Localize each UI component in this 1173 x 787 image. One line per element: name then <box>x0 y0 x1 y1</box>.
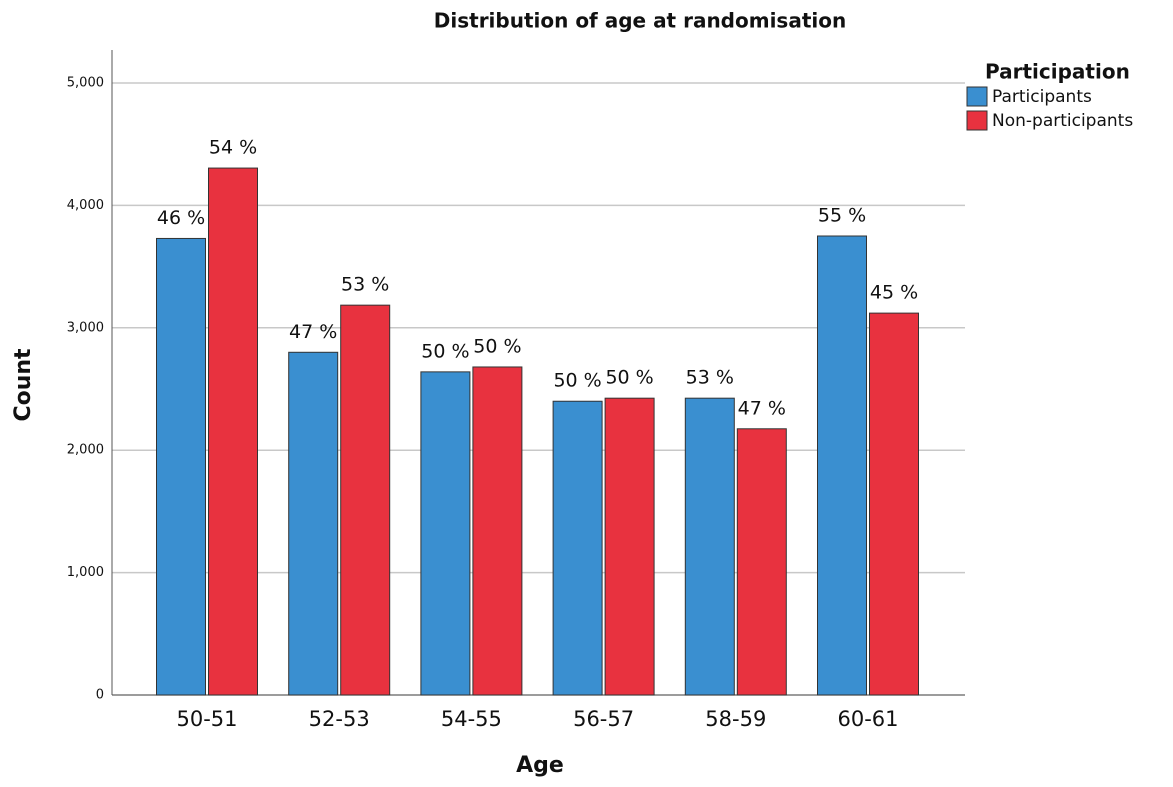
bar <box>420 371 471 696</box>
y-tick-label: 0 <box>96 688 104 703</box>
data-label: 50 % <box>421 340 469 362</box>
bar <box>552 400 603 696</box>
data-label: 53 % <box>686 367 734 389</box>
x-axis-label: Age <box>516 753 564 778</box>
data-label: 54 % <box>209 137 257 159</box>
y-axis-label: Count <box>11 348 36 422</box>
bar <box>288 351 339 696</box>
bar <box>869 312 919 696</box>
y-tick-label: 1,000 <box>67 565 104 580</box>
x-tick-label: 50-51 <box>176 707 237 731</box>
y-tick-label: 3,000 <box>67 320 104 335</box>
x-tick-label: 56-57 <box>573 707 634 731</box>
bar <box>472 366 523 696</box>
data-label: 50 % <box>605 367 653 389</box>
chart-title: Distribution of age at randomisation <box>434 9 846 33</box>
x-tick-label: 60-61 <box>837 707 898 731</box>
bar <box>156 237 206 696</box>
legend-swatch <box>966 86 988 107</box>
data-label: 50 % <box>553 370 601 392</box>
legend-label: Non-participants <box>992 111 1133 131</box>
data-label: 55 % <box>818 205 866 227</box>
bar <box>736 428 787 696</box>
y-tick-label: 4,000 <box>67 198 104 213</box>
y-tick-label: 2,000 <box>67 443 104 458</box>
y-tick-label: 5,000 <box>67 76 104 91</box>
bar <box>684 397 735 696</box>
bar <box>208 167 258 696</box>
x-tick-label: 58-59 <box>705 707 766 731</box>
data-label: 53 % <box>341 274 389 296</box>
x-tick-label: 54-55 <box>441 707 502 731</box>
legend-title: Participation <box>985 60 1130 84</box>
x-tick-label: 52-53 <box>309 707 370 731</box>
bar <box>340 304 391 696</box>
data-label: 47 % <box>738 397 786 419</box>
data-label: 50 % <box>473 335 521 357</box>
legend-label: Participants <box>992 87 1092 107</box>
bar <box>817 235 867 696</box>
data-label: 45 % <box>870 282 918 304</box>
legend-swatch <box>966 110 988 131</box>
data-label: 46 % <box>157 207 205 229</box>
bar <box>604 397 655 696</box>
data-label: 47 % <box>289 321 337 343</box>
